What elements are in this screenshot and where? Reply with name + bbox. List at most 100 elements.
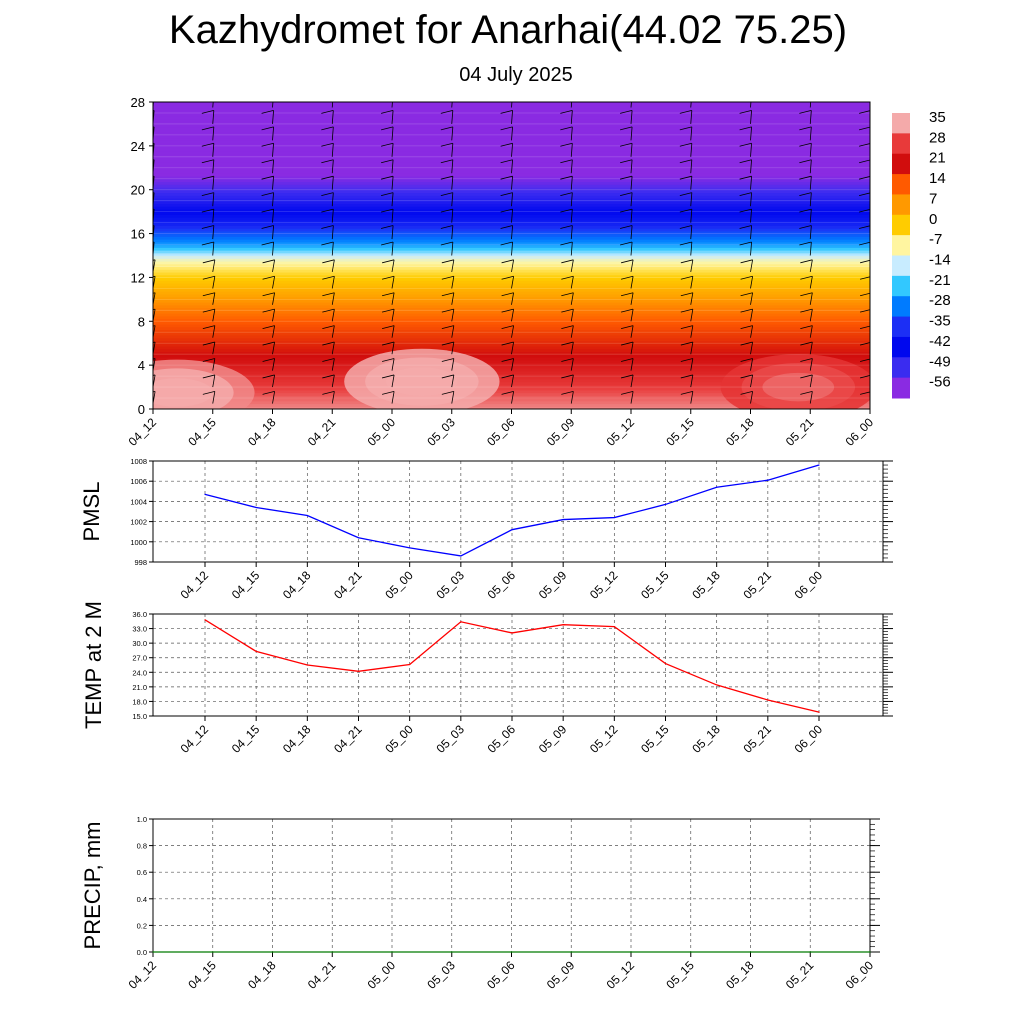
data-point [152, 951, 154, 953]
wind-barb [630, 159, 633, 174]
data-point [613, 516, 615, 519]
wind-barb [570, 292, 574, 305]
wind-barb-tick [680, 374, 693, 379]
wind-barb-tick [440, 241, 453, 246]
x-tick-label: 05_03 [433, 568, 467, 602]
x-tick-label: 05_00 [382, 568, 416, 602]
wind-barb-tick [679, 225, 692, 229]
wind-barb [570, 241, 573, 256]
wind-barb [630, 358, 634, 371]
wind-barb-tick [153, 241, 155, 243]
wind-barb-tick [860, 309, 870, 313]
wind-barb-tick [679, 126, 692, 131]
wind-barb [212, 276, 216, 289]
x-tick-label: 05_18 [689, 722, 723, 756]
temp-band [153, 381, 870, 385]
wind-barb [451, 309, 455, 322]
wind-barb-tick [262, 341, 275, 346]
temp-band [153, 376, 870, 380]
wind-barb-tick [501, 292, 514, 297]
wind-barb [451, 292, 455, 305]
wind-barb-tick [858, 143, 870, 147]
temp-band [153, 293, 870, 298]
temp-band [153, 260, 870, 265]
wind-barb-tick [739, 142, 752, 147]
wind-barb [331, 143, 334, 157]
colorbar-swatch [892, 357, 910, 379]
data-point [510, 951, 513, 953]
wind-barb [750, 259, 753, 273]
wind-barb-tick [739, 192, 752, 197]
wind-barb [451, 225, 454, 240]
wind-barb [511, 143, 513, 157]
wind-barb [750, 102, 752, 108]
wind-barb-tick [799, 142, 812, 147]
wind-barb [809, 341, 813, 355]
colorbar-swatch [892, 194, 910, 216]
wind-barb-tick [621, 308, 634, 313]
x-tick-label: 04_12 [126, 958, 160, 992]
temp-band [153, 230, 870, 235]
precip-panel: 0.0 0.2 0.4 0.6 0.8 1.0 04_12 04_15 04_18 04_21 05… [80, 815, 880, 992]
wind-barb-tick [201, 192, 214, 197]
wind-barb-tick [859, 94, 871, 97]
y-tick-label: 12 [131, 270, 145, 285]
wind-barb-tick [202, 275, 215, 280]
wind-barb-tick [621, 259, 634, 264]
temp-band [153, 329, 870, 333]
colorbar-swatch [892, 133, 910, 155]
wind-barb-tick [440, 175, 453, 180]
wind-barb [511, 102, 513, 108]
wind-barb-tick [262, 391, 275, 395]
wind-barb [511, 325, 514, 338]
wind-barb-tick [619, 241, 633, 246]
wind-barb-tick [560, 175, 573, 180]
wind-barb-tick [860, 292, 870, 297]
data-point [664, 662, 667, 665]
wind-barb-tick [501, 341, 514, 346]
temp-band [153, 365, 870, 369]
wind-barb-tick [322, 374, 335, 379]
wind-barb-tick [739, 225, 752, 229]
wind-barb-tick [740, 358, 753, 362]
wind-barb-tick [619, 225, 633, 229]
temp-band [153, 389, 870, 394]
temp-band [153, 359, 870, 364]
x-tick-label: 04_12 [126, 415, 160, 449]
wind-barb [809, 110, 812, 124]
wind-barb-tick [500, 208, 513, 213]
wind-barb-tick [799, 192, 812, 197]
wind-barb [570, 325, 574, 338]
wind-barb-tick [561, 308, 574, 313]
y-tick-label: 0.2 [137, 921, 147, 930]
wind-barb-tick [620, 94, 632, 97]
wind-barb [630, 374, 634, 388]
wind-barb [809, 176, 812, 190]
wind-barb-tick [739, 159, 752, 164]
x-tick-label: 05_09 [536, 722, 570, 756]
wind-barb [750, 126, 752, 141]
wind-barb-tick [799, 241, 812, 246]
wind-barb-tick [380, 225, 394, 229]
wind-barb-tick [322, 391, 335, 395]
temp-band [153, 304, 870, 309]
temp-band [153, 189, 870, 194]
wind-barb [690, 209, 693, 223]
y-tick-label: 4 [138, 358, 145, 373]
wind-barb [272, 276, 275, 289]
data-point [630, 951, 632, 953]
wind-barb-tick [262, 308, 275, 313]
wind-barb [570, 225, 573, 240]
wind-barb-tick [500, 159, 513, 164]
wind-barb [630, 292, 634, 305]
wind-barb-tick [860, 259, 870, 264]
x-tick-label: 05_00 [365, 958, 399, 992]
warm-core [153, 378, 213, 407]
wind-barb [212, 374, 216, 388]
colorbar-label: -42 [929, 333, 951, 350]
temp-band [153, 373, 870, 377]
wind-barb [750, 143, 752, 157]
temp-band [153, 211, 870, 215]
data-point [204, 619, 206, 621]
wind-barb-tick [261, 159, 274, 164]
